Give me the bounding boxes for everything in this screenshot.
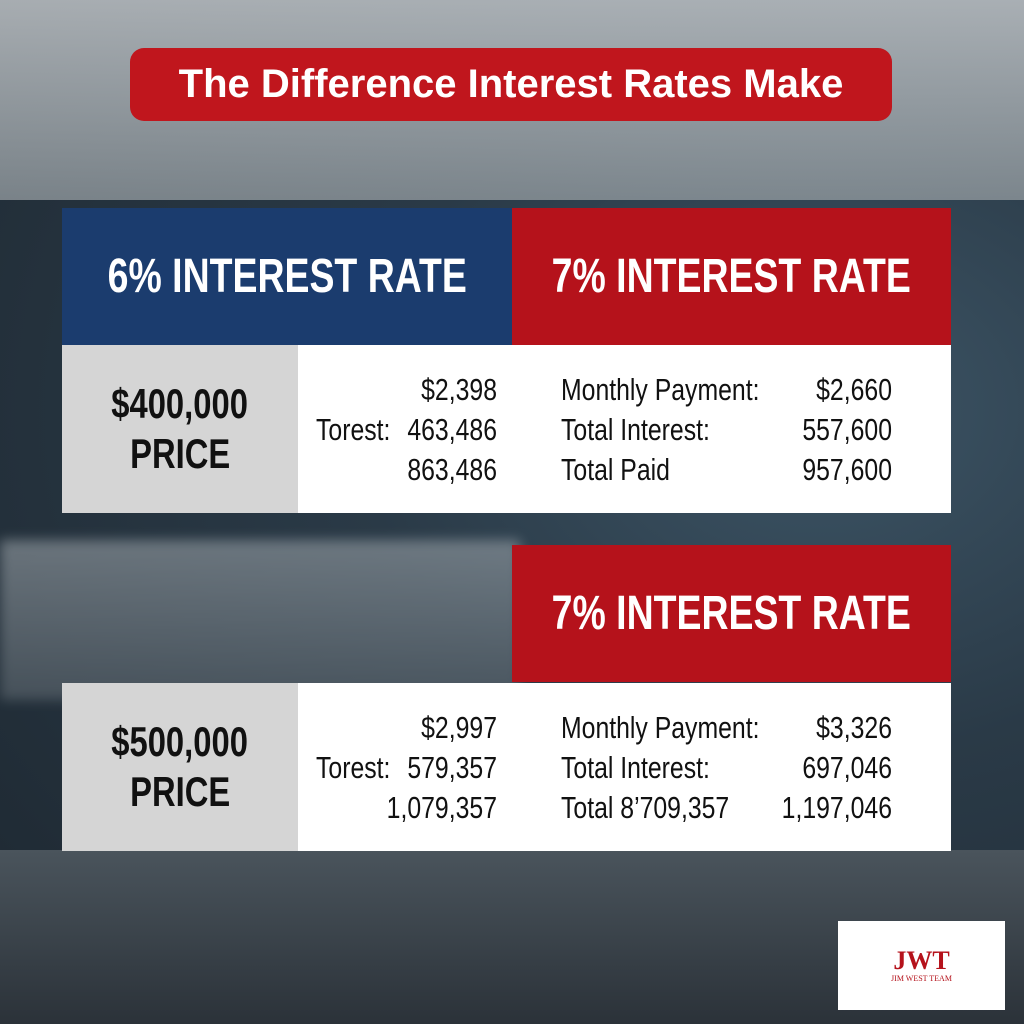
logo-monogram: JWT: [893, 946, 950, 975]
right-label: Monthly Payment:: [561, 372, 760, 407]
price-label: PRICE: [129, 430, 231, 477]
right-label: Total Paid: [561, 452, 670, 487]
left-label: Torest:: [316, 750, 391, 785]
right-value: 957,600: [802, 452, 892, 487]
right-value: 697,046: [802, 750, 892, 785]
price-cell: $500,000 PRICE: [62, 683, 298, 851]
right-value: $3,326: [816, 710, 892, 745]
header-text: 7% INTEREST RATE: [551, 250, 912, 303]
values-cell: [298, 683, 951, 851]
price-label: PRICE: [129, 768, 231, 815]
right-label: Total Interest:: [561, 750, 710, 785]
page-title: The Difference Interest Rates Make: [130, 48, 892, 121]
left-value: 1,079,357: [386, 790, 497, 825]
left-value: 863,486: [407, 452, 497, 487]
header-6-percent: 6% INTEREST RATE: [62, 208, 512, 345]
left-value: 579,357: [407, 750, 497, 785]
price-amount: $400,000: [111, 380, 249, 427]
right-value: $2,660: [816, 372, 892, 407]
logo-name: JIM WEST TEAM: [891, 974, 952, 983]
left-value: $2,997: [421, 710, 497, 745]
right-label: Total Interest:: [561, 412, 710, 447]
left-label: Torest:: [316, 412, 391, 447]
price-cell: $400,000 PRICE: [62, 345, 298, 513]
right-value: 1,197,046: [781, 790, 892, 825]
right-label: Monthly Payment:: [561, 710, 760, 745]
header-7-percent: 7% INTEREST RATE: [512, 208, 951, 345]
right-label: Total 8’709,357: [561, 790, 730, 825]
background-blur: [0, 540, 520, 700]
right-value: 557,600: [802, 412, 892, 447]
price-amount: $500,000: [111, 718, 249, 765]
values-cell: [298, 345, 951, 513]
title-text: The Difference Interest Rates Make: [178, 62, 844, 106]
header-7-percent: 7% INTEREST RATE: [512, 545, 951, 682]
jim-west-team-logo: JWT JIM WEST TEAM: [838, 921, 1005, 1010]
left-value: $2,398: [421, 372, 497, 407]
header-text: 6% INTEREST RATE: [107, 250, 467, 303]
header-text: 7% INTEREST RATE: [551, 587, 912, 640]
left-value: 463,486: [407, 412, 497, 447]
